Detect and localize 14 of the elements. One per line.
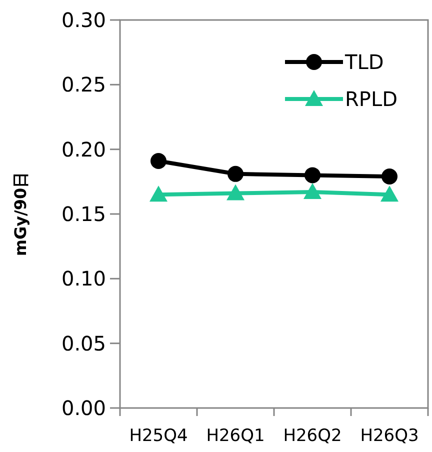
- y-axis-title: mGy/90日: [11, 172, 30, 256]
- y-tick-label: 0.15: [61, 202, 106, 226]
- x-tick-label: H26Q1: [206, 426, 265, 446]
- y-tick-label: 0.25: [61, 72, 106, 97]
- x-tick-label: H25Q4: [129, 426, 188, 446]
- x-tick-label: H26Q3: [360, 426, 419, 446]
- legend-label: TLD: [344, 50, 384, 74]
- x-tick-label: H26Q2: [283, 426, 342, 446]
- y-tick-label: 0.20: [61, 137, 106, 162]
- legend-label: RPLD: [345, 87, 398, 111]
- y-tick-label: 0.10: [61, 266, 106, 291]
- y-tick-label: 0.05: [61, 331, 106, 356]
- y-tick-label: 0.00: [61, 396, 106, 420]
- y-tick-label: 0.30: [61, 8, 106, 32]
